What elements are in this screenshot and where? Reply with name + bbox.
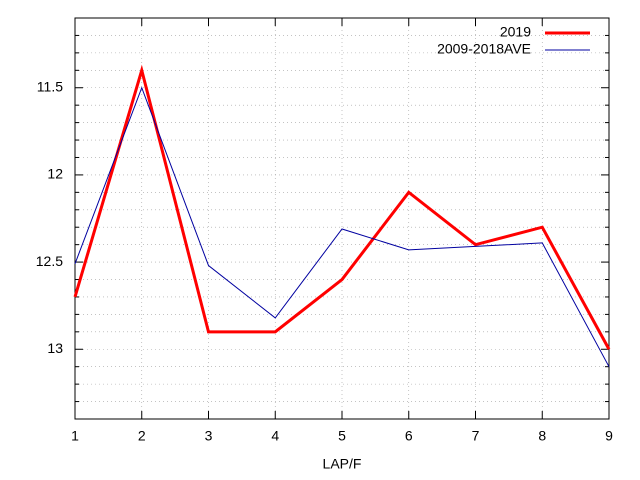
x-tick-label: 6 <box>405 428 413 444</box>
x-tick-label: 4 <box>271 428 279 444</box>
y-tick-label: 11.5 <box>37 78 63 94</box>
y-tick-label: 13 <box>47 340 63 356</box>
x-tick-label: 3 <box>205 428 213 444</box>
legend-label: 2019 <box>500 24 531 40</box>
plot-frame <box>74 17 610 420</box>
series-line <box>73 64 611 350</box>
y-tick-label: 12 <box>47 166 63 182</box>
x-tick-label: 8 <box>538 428 546 444</box>
x-tick-label: 2 <box>138 428 146 444</box>
series-line <box>74 86 610 367</box>
x-axis-label: LAP/F <box>323 456 362 472</box>
legend-label: 2009-2018AVE <box>437 41 531 57</box>
x-tick-label: 1 <box>71 428 79 444</box>
x-tick-label: 7 <box>472 428 480 444</box>
x-tick-label: 9 <box>605 428 613 444</box>
y-tick-label: 12.5 <box>36 253 63 269</box>
x-tick-label: 5 <box>338 428 346 444</box>
